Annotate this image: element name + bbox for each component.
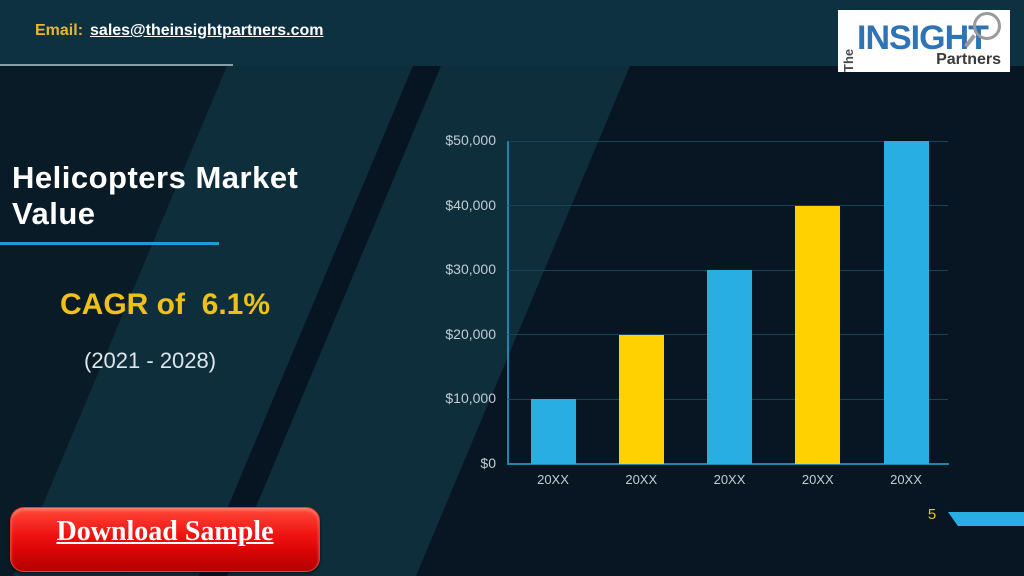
y-axis-line bbox=[507, 141, 509, 465]
cagr-text: CAGR of 6.1% bbox=[60, 288, 271, 321]
x-tick-label: 20XX bbox=[713, 472, 746, 487]
download-sample-button[interactable]: Download Sample bbox=[10, 507, 320, 572]
gridline bbox=[508, 205, 948, 207]
x-tick-label: 20XX bbox=[537, 472, 569, 487]
bar bbox=[618, 334, 664, 464]
logo-insight-text: INSIGHT bbox=[857, 19, 989, 57]
page-title: Helicopters Market Value bbox=[12, 160, 442, 232]
x-tick-label: 20XX bbox=[625, 472, 658, 487]
page-title-line2: Value bbox=[12, 196, 96, 231]
contact-email: Email: sales@theinsightpartners.com bbox=[35, 22, 323, 40]
page-title-line1: Helicopters Market bbox=[12, 160, 299, 195]
y-tick-label: $0 bbox=[480, 455, 496, 471]
bar bbox=[530, 399, 576, 464]
top-bar-underline bbox=[0, 64, 233, 66]
x-tick-label: 20XX bbox=[801, 472, 834, 487]
y-tick-label: $50,000 bbox=[445, 132, 496, 148]
email-label: Email: bbox=[35, 22, 84, 39]
y-tick-label: $30,000 bbox=[445, 261, 496, 278]
email-link[interactable]: sales@theinsightpartners.com bbox=[90, 22, 324, 39]
x-tick-label: 20XX bbox=[890, 472, 922, 487]
bar-chart: $0 $10,000 $20,000 $30,000 $40,000 $50,000 20X… bbox=[445, 132, 949, 487]
title-underline bbox=[0, 242, 219, 245]
page-number: 5 bbox=[927, 506, 937, 523]
y-tick-label: $40,000 bbox=[445, 196, 496, 213]
logo-the-text: The bbox=[841, 48, 856, 72]
company-logo: The INSIGHT Partners bbox=[838, 10, 1010, 72]
forecast-period: (2021 - 2028) bbox=[84, 348, 217, 373]
logo-partners-text: Partners bbox=[936, 51, 1001, 68]
x-axis-line bbox=[507, 463, 949, 465]
bar bbox=[707, 270, 752, 464]
gridline bbox=[508, 140, 948, 142]
y-tick-label: $10,000 bbox=[445, 390, 496, 407]
y-tick-label: $20,000 bbox=[445, 325, 496, 342]
bar bbox=[883, 141, 929, 464]
page-number-banner bbox=[948, 512, 1024, 526]
download-sample-label: Download Sample bbox=[56, 516, 274, 547]
bar bbox=[795, 205, 841, 464]
magnifier-icon bbox=[973, 12, 1001, 40]
